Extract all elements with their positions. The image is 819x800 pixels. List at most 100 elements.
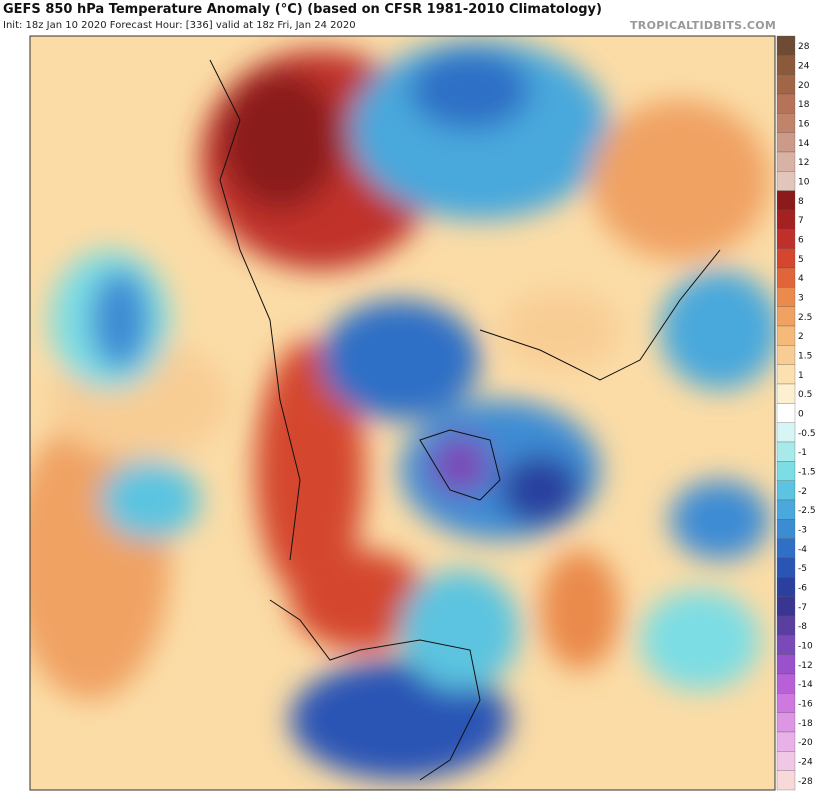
colorbar-label: -18 [798,719,813,729]
colorbar-label: 1 [798,371,804,381]
colorbar-swatch [776,306,796,327]
colorbar-label: -4 [798,545,807,555]
colorbar-label: 14 [798,139,810,149]
colorbar-swatch [776,577,796,597]
colorbar-swatch [776,267,796,288]
colorbar-label: -12 [798,661,813,671]
colorbar-label: -5 [798,564,807,574]
coastline [419,429,501,501]
blob [430,435,490,495]
blob [220,70,340,210]
blob [500,455,580,525]
colorbar-swatch [776,171,796,191]
colorbar-label: -16 [798,700,813,710]
colorbar-swatch [776,248,796,269]
colorbar-swatch [776,731,796,752]
colorbar-swatch [776,151,796,172]
colorbar-label: 24 [798,62,810,72]
colorbar-label: 28 [798,42,810,52]
anomaly-blobs [30,40,775,780]
colorbar-label: -7 [798,603,807,613]
colorbar-label: 12 [798,158,809,168]
colorbar-swatch [776,461,796,481]
blob [640,590,760,690]
blob [500,290,620,370]
colorbar-label: -24 [798,758,813,768]
colorbar-label: 0 [798,410,804,420]
colorbar-label: 20 [798,81,810,91]
colorbar-label: 6 [798,236,804,246]
colorbar-label: -28 [798,777,813,787]
blob [660,270,775,390]
colorbar-swatch [776,751,796,771]
coastline [209,59,301,561]
colorbar-swatch [776,383,796,404]
colorbar-swatch [776,35,796,56]
colorbar-label: -2 [798,487,807,497]
colorbar-swatch [776,673,796,694]
colorbar-label: -10 [798,642,813,652]
colorbar-label: 7 [798,216,804,226]
colorbar-swatch [776,209,796,230]
blob [100,460,200,540]
anomaly-field [30,36,775,790]
colorbar-swatch [776,693,796,713]
colorbar-label: 2 [798,332,804,342]
colorbar-swatch [776,74,796,95]
map-frame [29,35,776,791]
colorbar-label: 18 [798,100,810,110]
blob [670,480,770,560]
colorbar-label: 2.5 [798,313,812,323]
blob [410,50,530,130]
colorbar-swatch [776,480,796,501]
colorbar-swatch [776,596,796,617]
colorbar-swatch [776,770,796,791]
colorbar-label: -20 [798,738,813,748]
colorbar-swatch [776,403,796,423]
colorbar-swatch [776,538,796,559]
colorbar-label: 5 [798,255,804,265]
coastline [269,599,481,781]
colorbar-label: 4 [798,274,804,284]
colorbar-swatch [776,345,796,365]
coastline [479,249,721,381]
colorbar-swatch [776,93,796,114]
colorbar-swatch [776,132,796,153]
colorbar-label: 0.5 [798,390,812,400]
colorbar: 28 24 20 18 16 14 12 10 8 7 6 5 4 3 2.5 2 1.5 1 0.5 0 -0.5 -1… [776,35,816,791]
colorbar-swatch [776,441,796,462]
colorbar-swatch [776,712,796,733]
colorbar-label: 3 [798,294,804,304]
blob [590,100,770,260]
colorbar-label: 1.5 [798,352,812,362]
colorbar-swatch [776,654,796,675]
colorbar-label: 10 [798,178,810,188]
colorbar-swatch [776,287,796,307]
colorbar-swatch [776,229,796,249]
blob [255,340,365,600]
colorbar-swatch [776,635,796,655]
colorbar-swatch [776,55,796,75]
colorbar-swatch [776,190,796,211]
colorbar-label: -3 [798,526,807,536]
colorbar-swatch [776,519,796,539]
colorbar-swatch [776,499,796,520]
colorbar-label: -0.5 [798,429,816,439]
blob [320,300,480,420]
colorbar-label: 16 [798,120,810,130]
colorbar-label: -1 [798,448,807,458]
blob [290,550,430,650]
colorbar-swatch [776,557,796,578]
colorbar-label: -2.5 [798,506,816,516]
colorbar-swatch [776,325,796,346]
blob [540,550,620,670]
coastlines [209,59,721,781]
colorbar-swatch [776,422,796,443]
colorbar-label: 8 [798,197,804,207]
colorbar-label: -8 [798,622,807,632]
blob [90,270,150,370]
title: GEFS 850 hPa Temperature Anomaly (°C) (b… [3,2,602,17]
colorbar-label: -6 [798,584,807,594]
